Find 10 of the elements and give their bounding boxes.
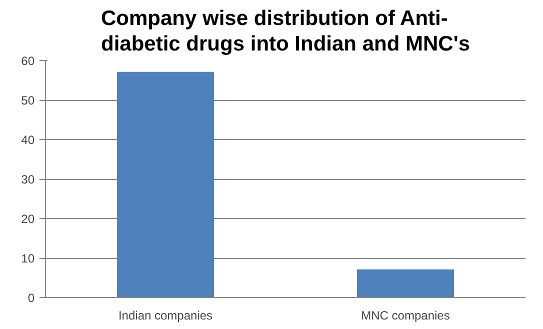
y-tick-label: 0 [28, 291, 35, 305]
x-tick-label: MNC companies [361, 308, 450, 322]
y-tick-label: 10 [21, 252, 35, 266]
y-tick-label: 30 [21, 172, 35, 186]
x-tick-label: Indian companies [118, 308, 213, 322]
y-tick-label: 50 [21, 94, 35, 108]
chart-title: Company wise distribution of Anti- diabetic drugs into Indian and MNC's [100, 7, 470, 56]
y-tick-label: 60 [21, 54, 35, 68]
y-tick-label: 40 [21, 133, 35, 147]
y-tick-label: 20 [21, 212, 35, 226]
